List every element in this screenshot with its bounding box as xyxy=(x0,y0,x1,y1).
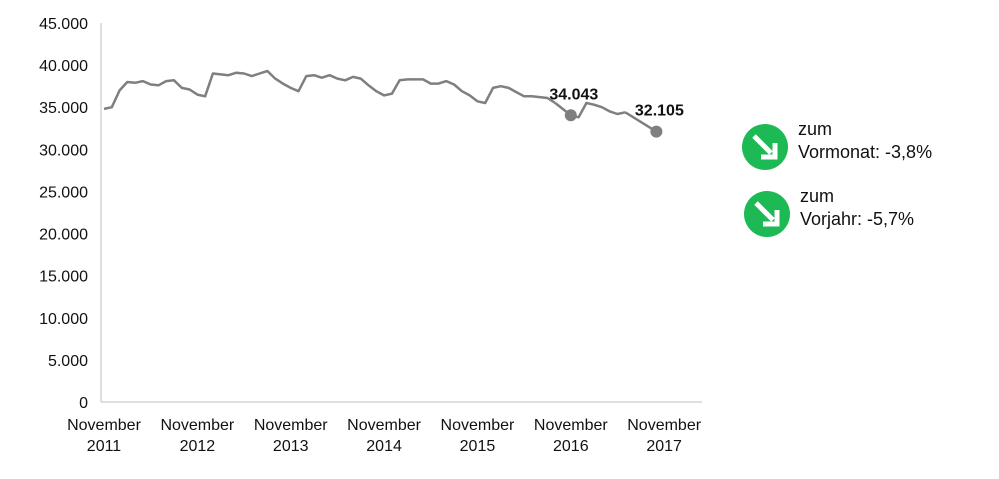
y-tick-label: 5.000 xyxy=(48,353,88,370)
y-tick-label: 10.000 xyxy=(39,311,88,328)
badge-vormonat-line2: Vormonat: -3,8% xyxy=(798,142,933,162)
badge-vormonat: zum Vormonat: -3,8% xyxy=(742,118,932,170)
down-arrow-icon xyxy=(744,191,790,237)
data-label: 32.105 xyxy=(635,103,684,120)
y-tick-label: 15.000 xyxy=(39,269,88,286)
x-tick-label: 2013 xyxy=(273,438,309,455)
x-tick-label: 2012 xyxy=(180,438,216,455)
x-tick-label: 2011 xyxy=(87,438,122,455)
x-tick-label: 2015 xyxy=(460,438,496,455)
badge-vorjahr: zum Vorjahr: -5,7% xyxy=(744,185,914,237)
x-tick-label: 2014 xyxy=(366,438,402,455)
line-chart: 0 5.000 10.000 15.000 20.000 25.000 30.000 35.0… xyxy=(39,16,702,455)
series-connector xyxy=(624,111,658,133)
x-tick-label: November xyxy=(534,417,608,434)
y-tick-label: 0 xyxy=(79,395,88,412)
data-point-marker xyxy=(650,125,663,138)
x-tick-label: November xyxy=(347,417,421,434)
y-tick-label: 40.000 xyxy=(39,58,88,75)
y-tick-label: 25.000 xyxy=(39,184,88,201)
down-arrow-icon xyxy=(742,124,788,170)
data-label: 34.043 xyxy=(549,86,598,103)
axes xyxy=(100,23,702,403)
badge-vorjahr-line1: zum xyxy=(800,186,835,206)
x-tick-label: November xyxy=(254,417,328,434)
y-tick-label: 30.000 xyxy=(39,142,88,159)
x-tick-label: November xyxy=(67,417,141,434)
x-tick-label: November xyxy=(160,417,234,434)
y-tick-label: 35.000 xyxy=(39,100,88,117)
markers-layer: 34.043 32.105 xyxy=(549,86,684,138)
y-axis-ticks: 0 5.000 10.000 15.000 20.000 25.000 30.000 35.0… xyxy=(39,16,88,412)
badge-vormonat-line1: zum xyxy=(798,119,833,139)
x-tick-label: November xyxy=(441,417,515,434)
x-tick-label: November xyxy=(627,417,701,434)
series-line xyxy=(103,69,556,111)
down-arrow-icon-arrow xyxy=(754,201,780,227)
series-layer xyxy=(103,69,658,133)
data-point-marker xyxy=(564,109,577,122)
y-tick-label: 20.000 xyxy=(39,227,88,244)
x-axis-ticks: November 2011 November 2012 November 2013 Nove… xyxy=(67,417,702,455)
x-tick-label: 2017 xyxy=(646,438,682,455)
badge-vorjahr-line2: Vorjahr: -5,7% xyxy=(800,209,915,229)
down-arrow-icon-arrow xyxy=(752,134,778,160)
series-line xyxy=(570,101,626,119)
x-tick-label: 2016 xyxy=(553,438,589,455)
y-tick-label: 45.000 xyxy=(39,16,88,33)
